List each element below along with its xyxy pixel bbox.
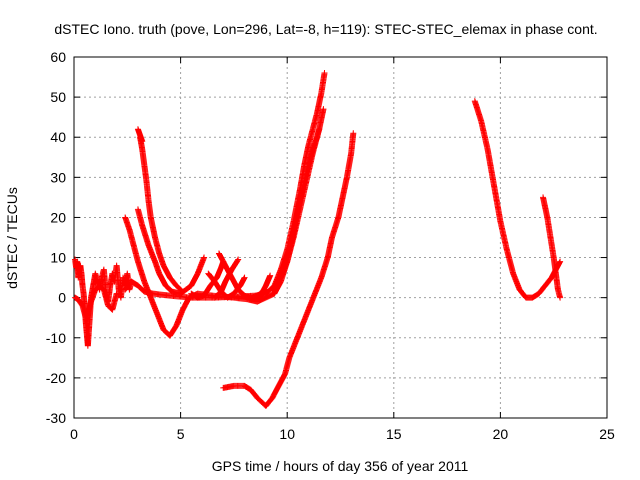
data-arc (134, 206, 208, 297)
x-tick-label: 10 (279, 426, 295, 442)
y-tick-label: -10 (46, 330, 66, 346)
y-tick-label: 30 (50, 169, 66, 185)
y-tick-label: 20 (50, 209, 66, 225)
y-tick-label: -20 (46, 370, 66, 386)
x-tick-label: 5 (177, 426, 185, 442)
data-arc (471, 98, 564, 301)
y-tick-label: 40 (50, 129, 66, 145)
plot-frame (73, 56, 608, 419)
data-arc (72, 282, 120, 325)
axis-ticks: 0 5 10 15 20 25 -30 -20 -10 0 10 20 30 40 50 60 (46, 49, 615, 442)
data-arc (220, 130, 357, 409)
data-arc (134, 126, 146, 145)
y-tick-label: 10 (50, 250, 66, 266)
chart-title: dSTEC Iono. truth (pove, Lon=296, Lat=-8… (54, 21, 597, 37)
x-axis-label: GPS time / hours of day 356 of year 2011 (212, 458, 469, 474)
y-tick-label: 50 (50, 89, 66, 105)
data-arc (540, 194, 564, 301)
y-tick-label: 0 (58, 290, 66, 306)
y-tick-label: -30 (46, 410, 66, 426)
x-tick-label: 25 (599, 426, 615, 442)
y-axis-label: dSTEC / TECUs (4, 187, 20, 289)
y-tick-label: 60 (50, 49, 66, 65)
data-points (72, 70, 564, 409)
x-tick-label: 20 (493, 426, 509, 442)
x-tick-label: 0 (70, 426, 78, 442)
x-tick-label: 15 (386, 426, 402, 442)
data-arc (211, 256, 242, 301)
data-arc (269, 126, 323, 293)
